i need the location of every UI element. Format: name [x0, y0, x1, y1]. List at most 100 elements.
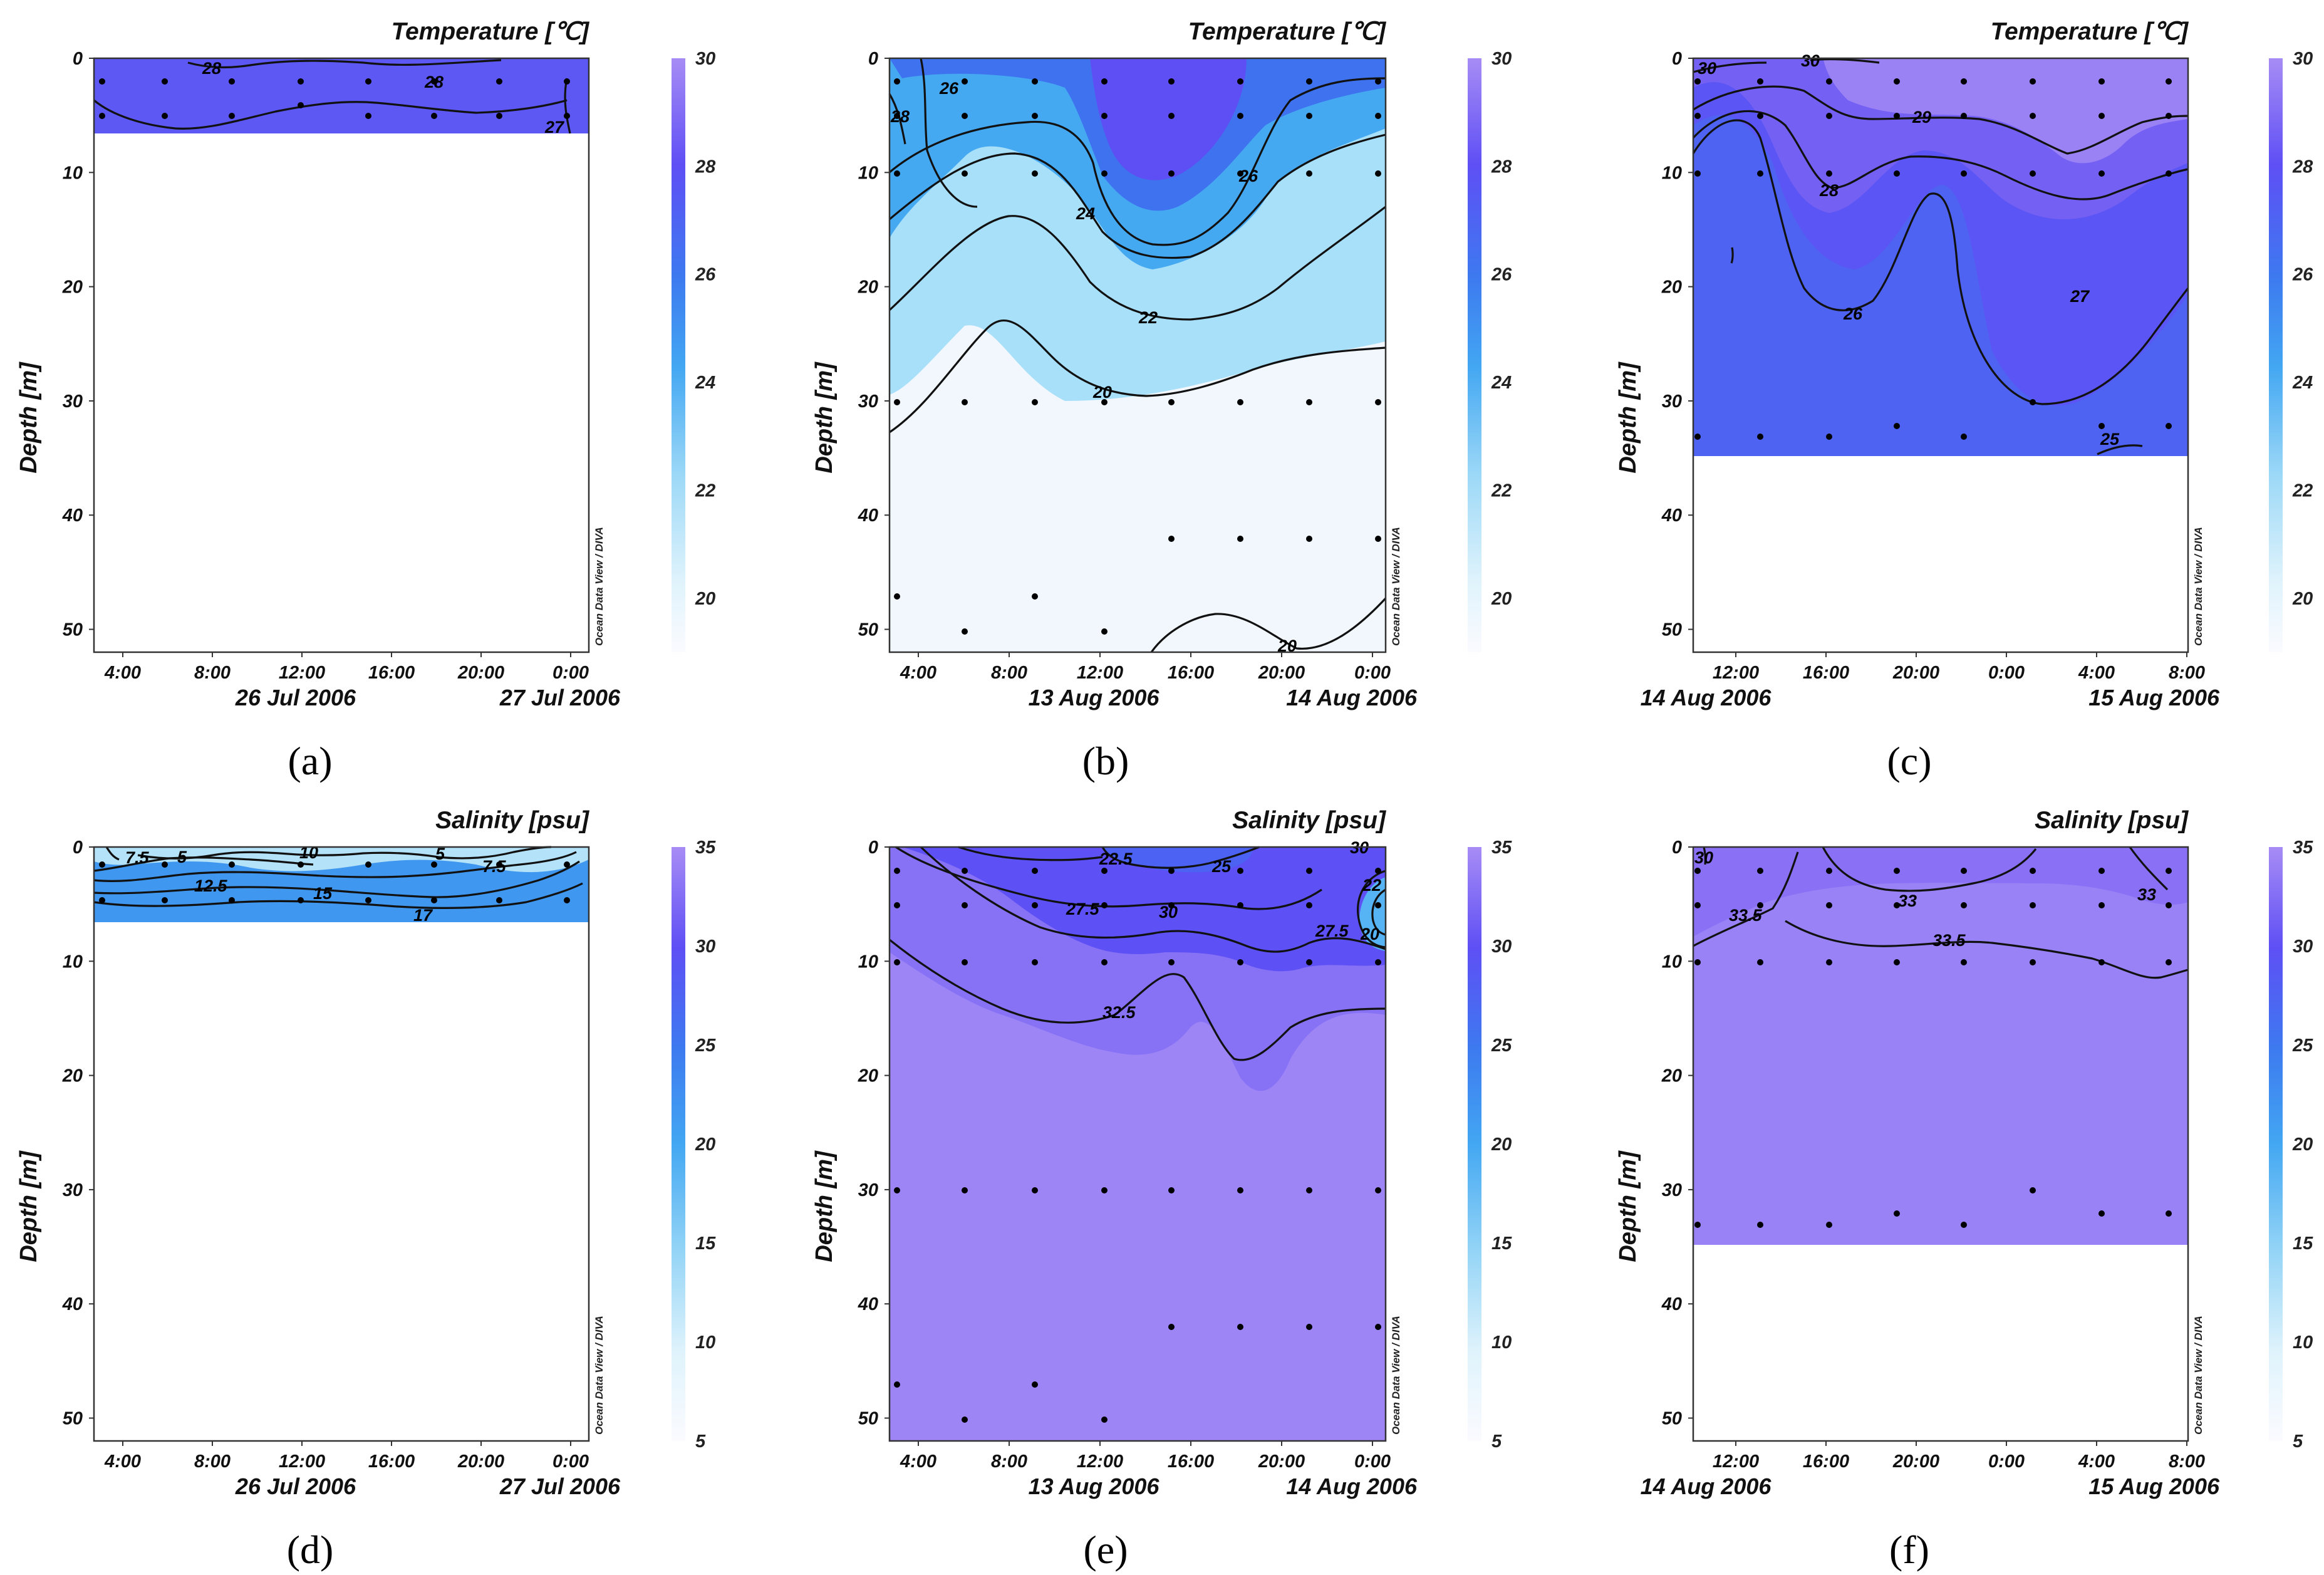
colorbar-tick-label: 25: [1491, 1036, 1512, 1056]
y-tick-label: 0: [1672, 838, 1682, 858]
panel-c-contour-labels: 30 30 29 28 26 27 25: [1698, 51, 2120, 449]
colorbar-tick-label: 5: [2293, 1432, 2303, 1452]
x-tick-label: 4:00: [900, 1452, 936, 1472]
colorbar-tick-label: 35: [2293, 838, 2313, 858]
panel-label: (d): [287, 1527, 334, 1572]
panel-b: 28 26 26 24 22 20 20: [888, 57, 1481, 655]
contour-label: 32.5: [1102, 1003, 1136, 1022]
y-tick-label: 30: [63, 1180, 83, 1200]
x-tick-label: 0:00: [552, 1452, 589, 1472]
y-axis-label: Depth [m]: [1615, 361, 1641, 474]
y-tick-label: 50: [858, 1409, 878, 1429]
panel-label: (a): [288, 739, 332, 783]
software-credit: Ocean Data View / DIVA: [593, 527, 605, 646]
panel-c-sample-dots: [1694, 78, 2172, 440]
y-tick-label: 10: [858, 163, 878, 183]
contour-label: 20: [1360, 925, 1379, 943]
y-tick-label: 50: [1662, 1409, 1682, 1429]
panel-b-sample-dots: [894, 78, 1381, 635]
y-tick-label: 10: [858, 952, 878, 972]
panel-e-contours: [889, 846, 1386, 1061]
x-tick-label: 8:00: [2169, 663, 2205, 683]
y-tick-label: 10: [63, 163, 83, 183]
colorbar-tick-label: 22: [695, 481, 715, 501]
date-label: 26 Jul 2006: [235, 685, 356, 710]
x-tick-label: 16:00: [1803, 663, 1849, 683]
panel-a: 28 28 27: [93, 57, 685, 653]
colorbar-tick-label: 30: [2293, 937, 2313, 957]
chart-title: Temperature [℃]: [1188, 18, 1387, 45]
contour-label: 30: [1801, 51, 1820, 70]
y-tick-label: 40: [62, 1294, 83, 1314]
x-tick-label: 12:00: [1713, 663, 1759, 683]
contour-label: 12.5: [194, 876, 228, 895]
x-tick-label: 20:00: [1892, 1452, 1939, 1472]
chart-title: Salinity [psu]: [2035, 807, 2189, 834]
contour-label: 33.5: [1729, 906, 1763, 925]
panel-d-sample-dots: [99, 861, 570, 903]
contour-label: 15: [313, 884, 333, 903]
colorbar-tick-label: 20: [2292, 1135, 2313, 1155]
x-tick-label: 20:00: [1258, 1452, 1305, 1472]
panel-f-data: [1693, 847, 2188, 1245]
y-tick-label: 0: [73, 49, 83, 69]
contour-label: 25: [2100, 430, 2120, 449]
panel-b-band-top: [1090, 58, 1247, 180]
colorbar-tick-label: 5: [1491, 1432, 1502, 1452]
colorbar-tick-label: 10: [695, 1333, 715, 1353]
panel-c: 30 30 29 28 26 27 25: [1692, 51, 2283, 653]
y-tick-label: 20: [1661, 1066, 1682, 1086]
x-tick-label: 20:00: [1258, 663, 1305, 683]
y-tick-label: 40: [858, 506, 878, 526]
y-tick-label: 10: [1662, 163, 1682, 183]
contour-label: 7.5: [125, 848, 150, 867]
panel-f: 30 33.5 33 33 33.5: [1692, 846, 2283, 1442]
panel-label: (b): [1082, 739, 1129, 783]
y-axis-label: Depth [m]: [811, 1150, 838, 1262]
software-credit: Ocean Data View / DIVA: [2192, 527, 2204, 646]
colorbar-tick-label: 25: [2292, 1036, 2313, 1056]
software-credit: Ocean Data View / DIVA: [1390, 527, 1402, 646]
x-tick-label: 12:00: [279, 663, 325, 683]
x-tick-label: 0:00: [1354, 1452, 1391, 1472]
panel-d-colorbar: [672, 847, 685, 1441]
y-tick-label: 50: [858, 620, 878, 640]
date-label: 13 Aug 2006: [1029, 685, 1160, 710]
x-tick-label: 16:00: [1168, 663, 1214, 683]
panel-b-contours: [888, 58, 1387, 653]
x-tick-label: 8:00: [2169, 1452, 2205, 1472]
y-tick-label: 40: [1661, 506, 1682, 526]
colorbar-tick-label: 24: [2292, 373, 2313, 393]
x-tick-label: 8:00: [194, 1452, 231, 1472]
panel-e-band-fresh: [902, 847, 1386, 972]
x-tick-label: 0:00: [552, 663, 589, 683]
contour-label: 30: [1159, 903, 1178, 922]
colorbar-tick-label: 22: [2292, 481, 2313, 501]
colorbar-tick-label: 35: [695, 838, 716, 858]
y-axis-label: Depth [m]: [16, 1150, 42, 1262]
contour-label: 33: [2137, 885, 2156, 904]
colorbar-tick-label: 26: [695, 265, 716, 285]
date-label: 14 Aug 2006: [1286, 685, 1418, 710]
panel-a-sample-dots: [99, 78, 570, 119]
contour-label: 27: [544, 118, 565, 137]
x-tick-label: 0:00: [1988, 663, 2025, 683]
y-tick-label: 50: [63, 620, 83, 640]
chart-title: Temperature [℃]: [392, 18, 590, 45]
colorbar-tick-label: 20: [2292, 589, 2313, 609]
date-label: 26 Jul 2006: [235, 1474, 356, 1499]
colorbar-tick-label: 15: [2293, 1234, 2313, 1254]
x-tick-label: 4:00: [2078, 663, 2115, 683]
date-label: 15 Aug 2006: [2088, 685, 2220, 710]
colorbar-tick-label: 35: [1491, 838, 1512, 858]
x-tick-label: 8:00: [991, 663, 1027, 683]
y-tick-label: 30: [1662, 392, 1682, 412]
y-tick-label: 40: [62, 506, 83, 526]
colorbar-tick-label: 26: [2292, 265, 2313, 285]
colorbar-tick-label: 24: [695, 373, 715, 393]
contour-label: 7.5: [482, 857, 507, 876]
colorbar-tick-label: 30: [695, 49, 715, 69]
contour-label: 27: [2070, 287, 2090, 306]
x-tick-label: 0:00: [1354, 663, 1391, 683]
y-tick-label: 30: [1662, 1180, 1682, 1200]
